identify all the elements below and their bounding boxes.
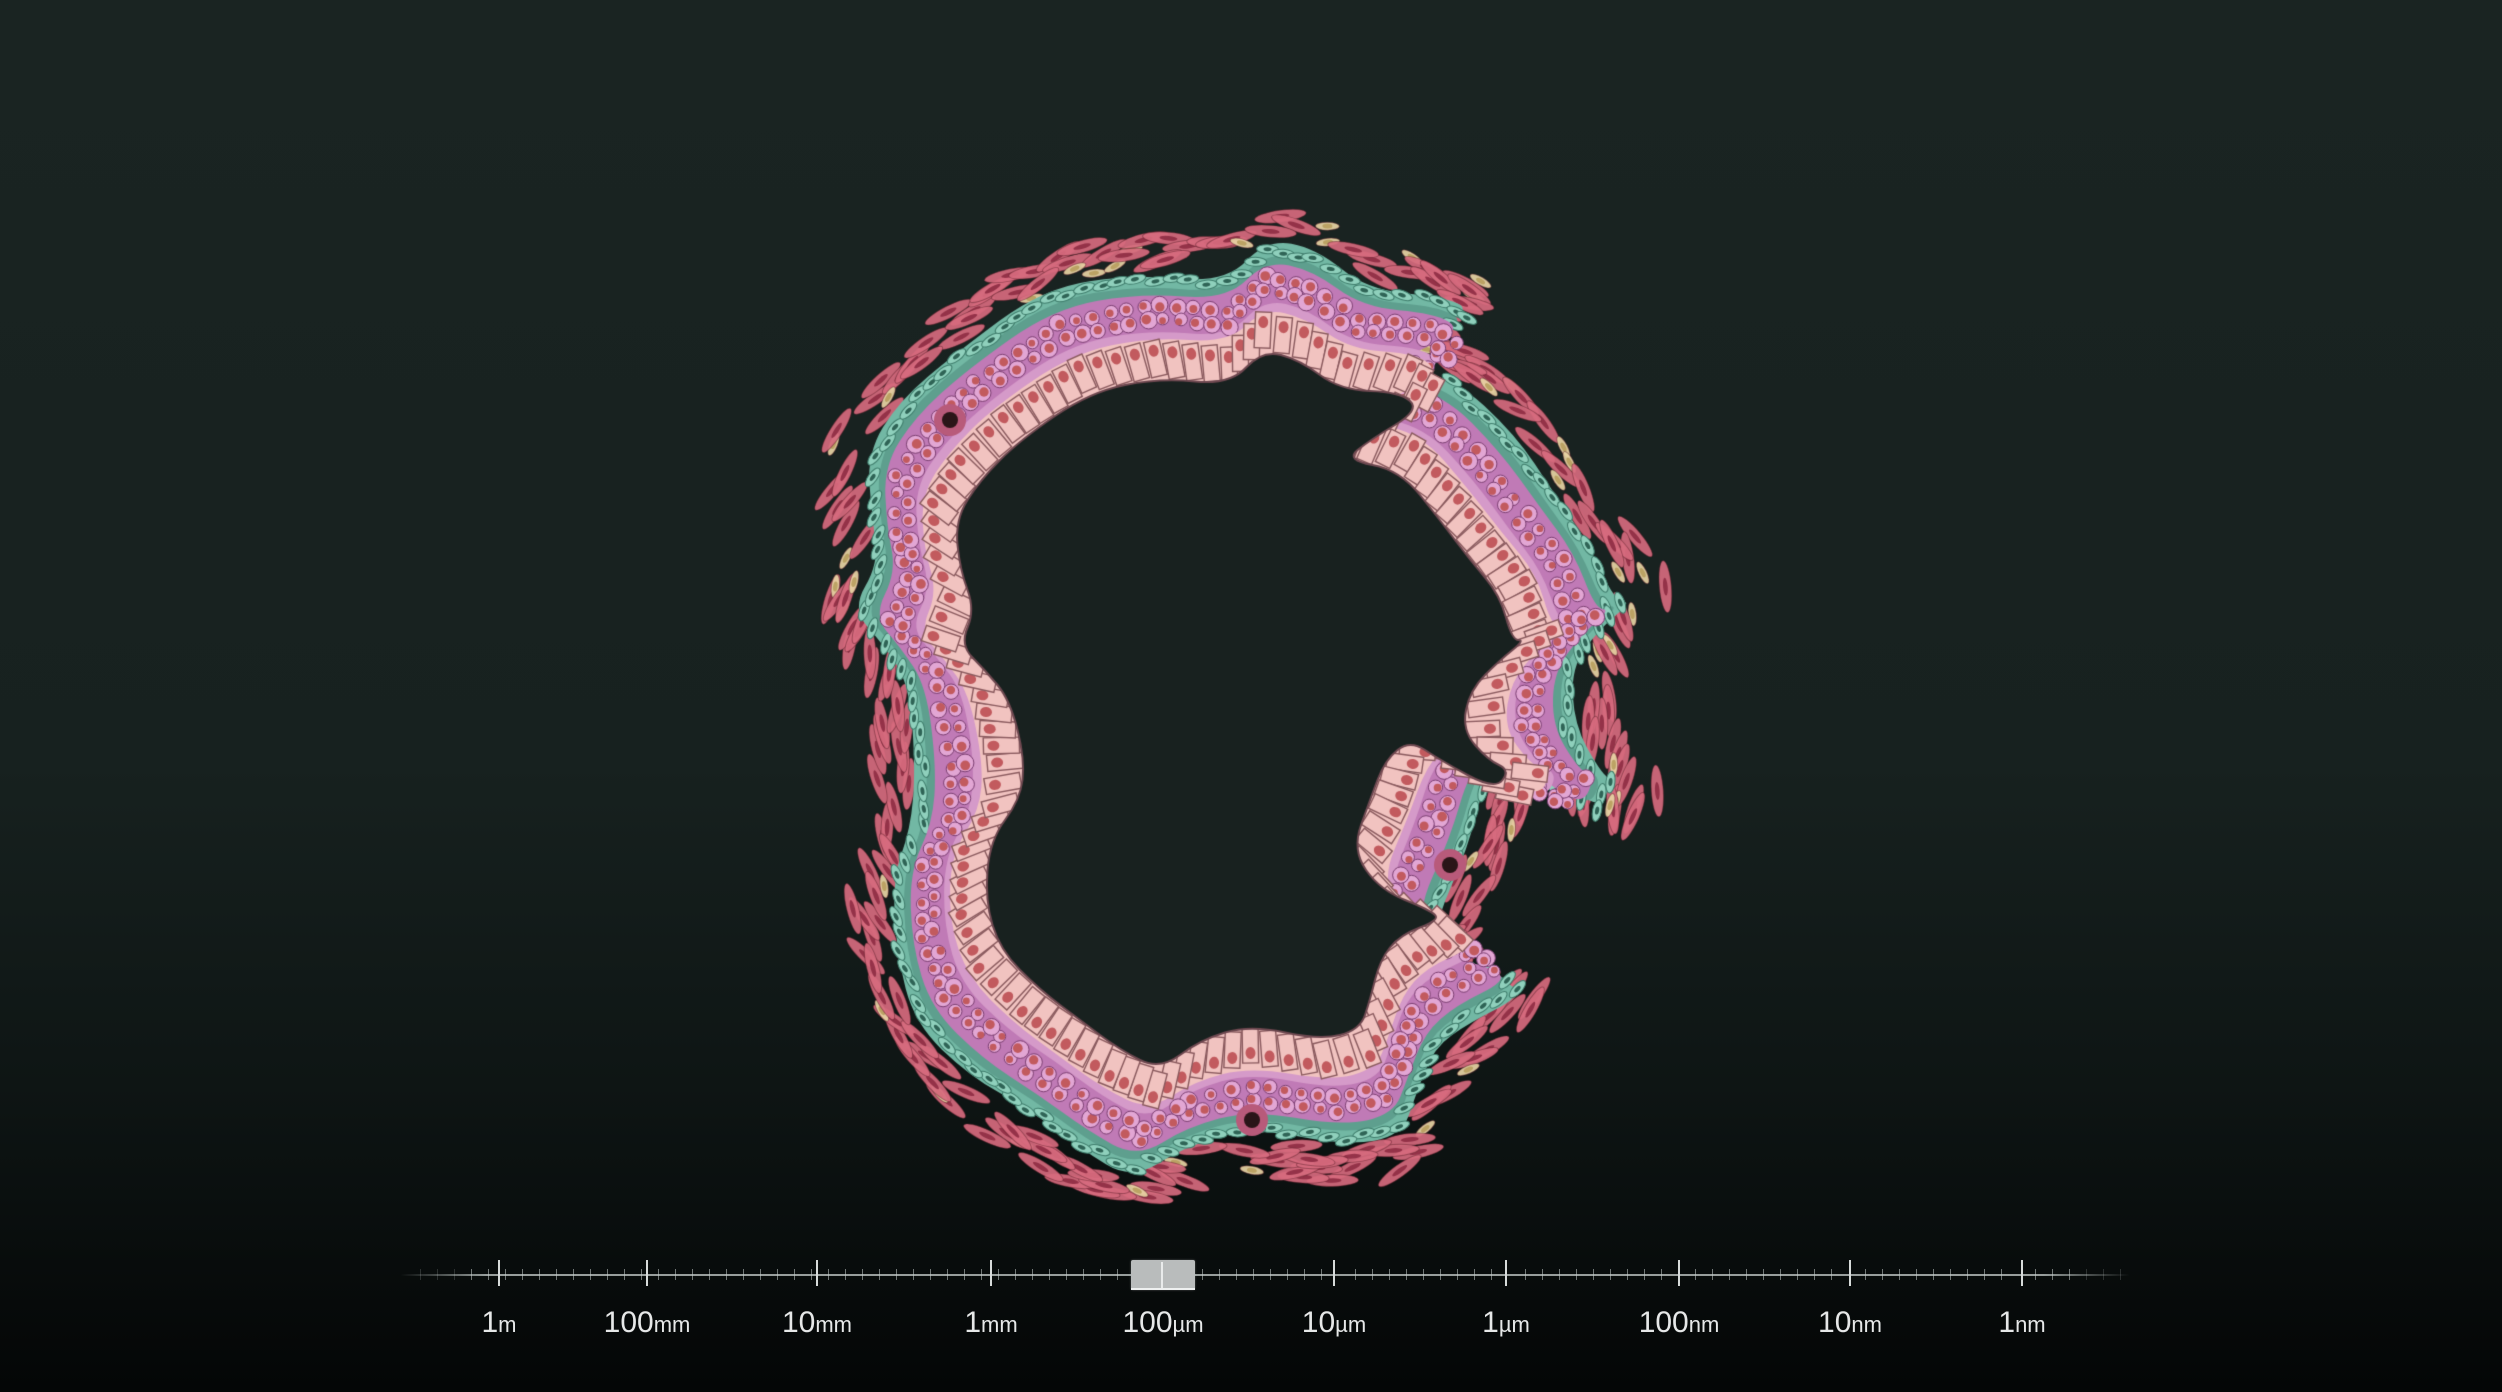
scale-slider-handle[interactable] (1131, 1260, 1195, 1290)
